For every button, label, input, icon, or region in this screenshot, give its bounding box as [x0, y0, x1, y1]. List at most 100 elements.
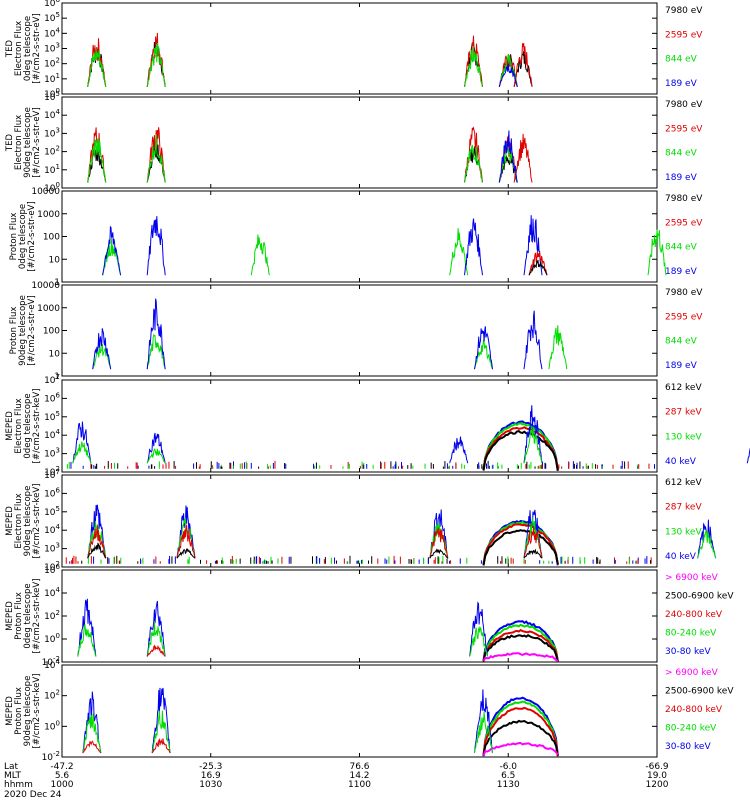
event-189-eV: [102, 225, 122, 276]
y-tick-label: 1: [54, 372, 60, 382]
footer-row-label: hhmm: [4, 780, 33, 790]
event-80-240-keV: [82, 713, 102, 754]
legend-entry: 189 eV: [665, 267, 698, 277]
footer-lat-value: -47.2: [50, 762, 73, 772]
legend-entry: 7980 eV: [665, 288, 703, 298]
y-tick-label: 105: [44, 505, 60, 518]
y-axis-label: [#/cm2-s-str-keV]: [32, 389, 42, 464]
legend-entry: 2595 eV: [665, 218, 703, 228]
y-axis-label: TED: [5, 133, 15, 152]
footer-mlt-value: 6.5: [501, 771, 515, 781]
event-844-eV: [146, 134, 166, 183]
legend-entry: 2500-6900 keV: [665, 592, 734, 602]
event-287-keV: [429, 527, 449, 559]
legend-entry: 844 eV: [665, 55, 698, 65]
event-240-800-keV: [82, 740, 102, 754]
arc-130-keV: [482, 422, 559, 471]
footer-hhmm-value: 1130: [497, 780, 520, 790]
y-tick-label: 104: [44, 26, 60, 39]
y-axis-label: Proton Flux: [14, 592, 24, 640]
arc-30-80-keV: [482, 696, 559, 757]
event-844-eV: [250, 234, 270, 276]
event-80-240-keV: [146, 621, 166, 657]
arc--6900-keV: [482, 652, 559, 663]
legend-entry: 130 keV: [665, 432, 702, 442]
event-240-800-keV: [146, 644, 166, 657]
y-axis-label: MEPED: [5, 411, 15, 441]
event-189-eV: [146, 216, 166, 276]
panel-frame: [61, 96, 658, 189]
event-287-keV: [523, 526, 543, 559]
y-tick-label: 104: [44, 428, 60, 441]
y-axis-label: Proton Flux: [14, 687, 24, 735]
event-80-240-keV: [474, 711, 493, 754]
event-844-eV: [464, 46, 483, 87]
footer-hhmm-value: 1200: [646, 780, 669, 790]
y-tick-label: 105: [44, 11, 60, 24]
event-612-keV: [87, 542, 107, 559]
event-2595-eV: [146, 32, 166, 87]
y-axis-label: [#/cm2-s-str-keV]: [32, 674, 42, 749]
y-axis-label: MEPED: [5, 506, 15, 536]
event-844-eV: [449, 228, 469, 276]
event-30-80-keV: [469, 601, 488, 657]
arc-2500-6900-keV: [482, 634, 559, 662]
y-tick-label: 102: [44, 57, 60, 70]
event-844-eV: [548, 325, 568, 370]
legend-entry: 844 eV: [665, 243, 698, 253]
panel-frame: [61, 664, 658, 758]
y-axis-label: MEPED: [5, 601, 15, 631]
arc-287-keV: [482, 426, 559, 471]
y-axis-label: Electron Flux: [14, 493, 24, 548]
event-844-eV: [647, 229, 667, 276]
footer-lat-value: -25.3: [199, 762, 222, 772]
event-189-eV: [523, 310, 543, 370]
y-axis-label: [#/cm2-s-str-eV]: [27, 201, 37, 271]
y-axis-label: 0deg telescope: [23, 393, 33, 458]
event-30-80-keV: [151, 687, 171, 754]
footer-hhmm-value: 1100: [348, 780, 371, 790]
event-130-keV: [523, 425, 543, 464]
arc--6900-keV: [482, 741, 559, 756]
y-tick-label: 100: [43, 327, 60, 337]
legend-entry: 2595 eV: [665, 30, 703, 40]
y-tick-label: 102: [44, 689, 60, 702]
legend-entry: 80-240 keV: [665, 629, 717, 639]
footer-mlt-value: 19.0: [647, 771, 667, 781]
event-130-keV: [697, 529, 717, 559]
event-189-eV: [146, 298, 166, 370]
event-287-keV: [176, 524, 196, 559]
y-tick-label: 101: [44, 163, 60, 176]
legend-entry: 2595 eV: [665, 124, 703, 134]
footer-hhmm-value: 1030: [199, 780, 222, 790]
event-2595-eV: [146, 127, 166, 183]
panel-frame: [61, 379, 658, 473]
event-612-keV: [523, 548, 543, 559]
y-tick-label: 106: [44, 0, 60, 9]
legend-entry: 7980 eV: [665, 6, 703, 16]
event-240-800-keV: [151, 738, 171, 754]
legend-entry: 612 keV: [665, 383, 702, 393]
legend-entry: > 6900 keV: [665, 668, 719, 678]
panel-4: 10000 1000 100 10 1 Proton Flux 90deg telescop…: [9, 281, 703, 382]
legend-entry: 80-240 keV: [665, 724, 717, 734]
event-189-eV: [498, 63, 518, 87]
event-612-keV: [429, 548, 449, 559]
y-axis-label: Electron Flux: [14, 115, 24, 170]
y-axis-label: [#/cm2-s-str-eV]: [32, 107, 42, 177]
legend-entry: 189 eV: [665, 79, 698, 89]
event-189-eV: [92, 328, 112, 370]
event-7980-eV: [528, 259, 548, 276]
event-844-eV: [498, 53, 518, 87]
y-axis-label: Proton Flux: [9, 213, 19, 261]
y-tick-label: 10: [49, 255, 61, 265]
event-40-keV: [523, 509, 543, 559]
event-287-keV: [87, 525, 107, 559]
panel-3: 10000 1000 100 10 1 Proton Flux 0deg telescope…: [9, 187, 703, 288]
footer-mlt-value: 5.6: [55, 771, 70, 781]
